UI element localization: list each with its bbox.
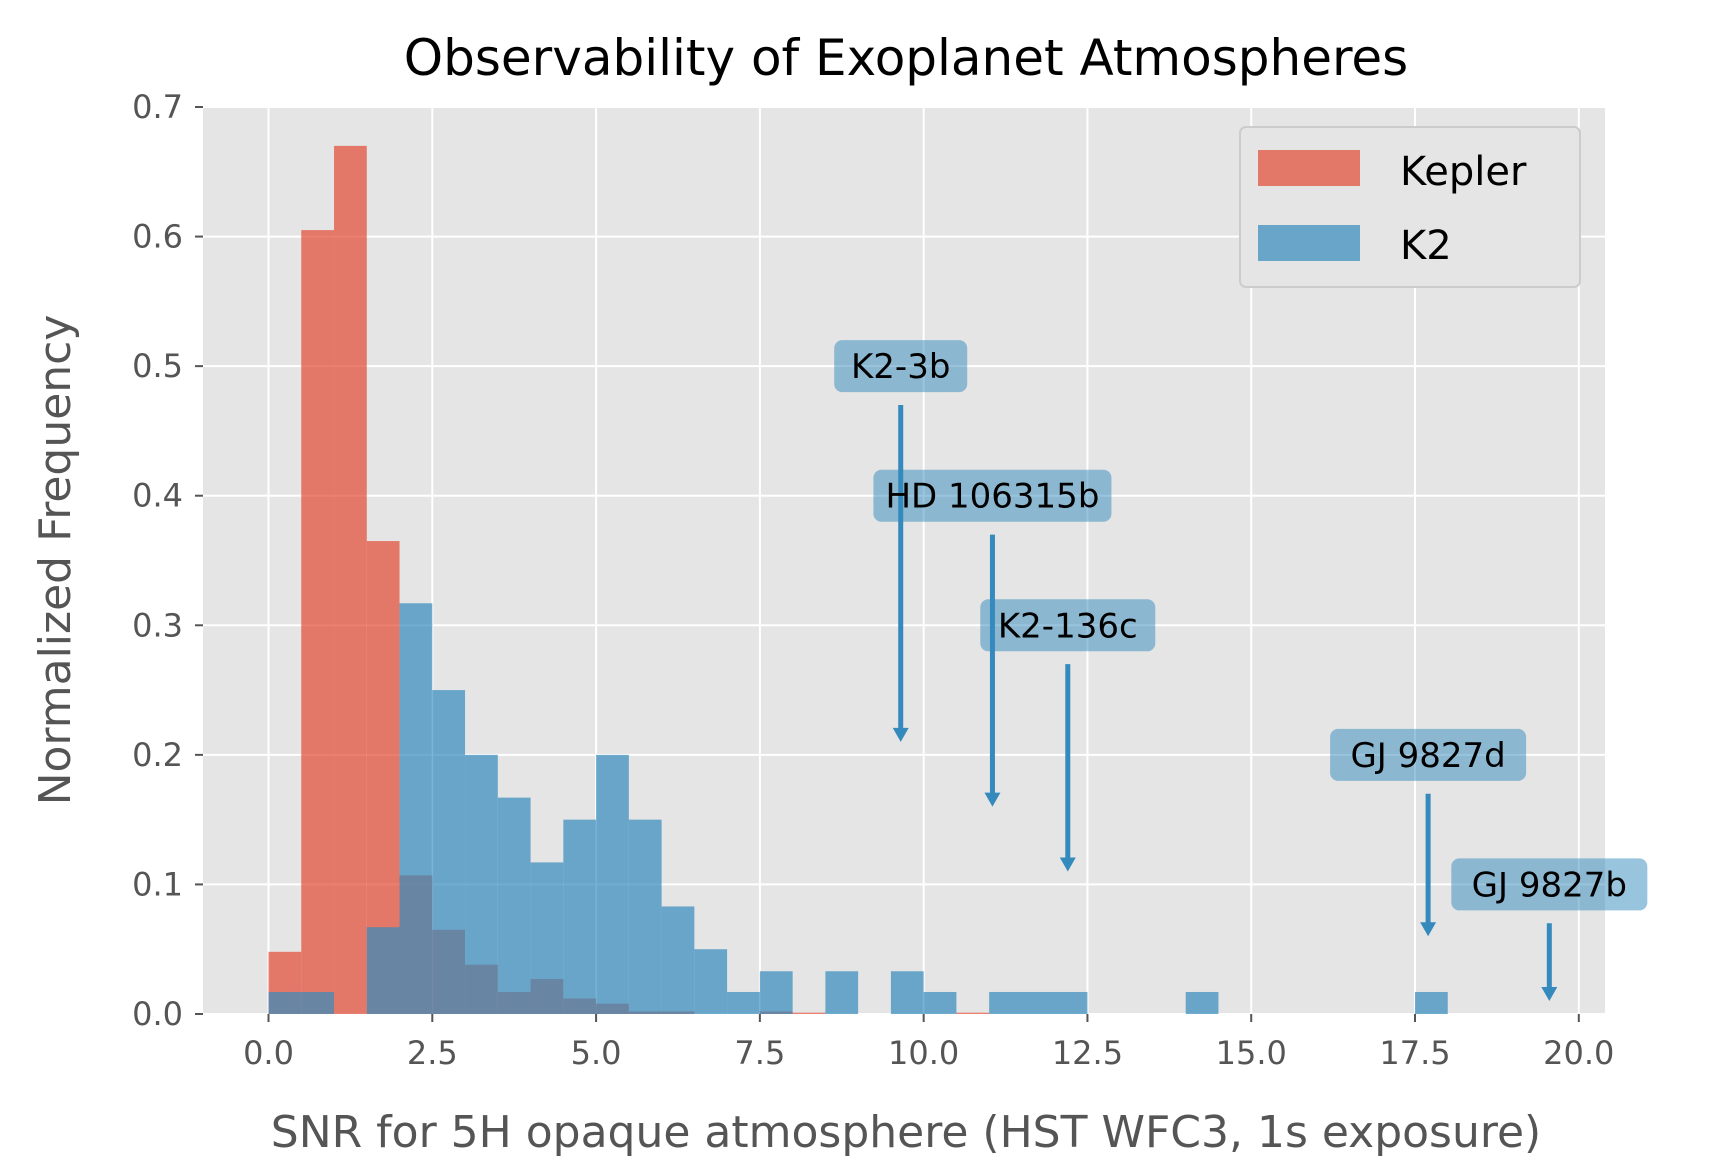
- annotation: GJ 9827b: [1451, 858, 1648, 1002]
- bar-k2: [530, 862, 564, 1014]
- y-tick-label: 0.3: [132, 606, 183, 644]
- bar-k2: [1415, 991, 1448, 1014]
- annotation-label: K2-3b: [851, 347, 950, 387]
- y-axis-ticks: 0.0 0.1 0.2 0.3 0.4 0.5 0.6 0.7: [132, 88, 203, 1033]
- bar-kepler: [334, 145, 367, 1014]
- x-tick-label: 10.0: [888, 1034, 959, 1072]
- bar-k2: [301, 991, 335, 1014]
- x-tick-label: 17.5: [1379, 1034, 1450, 1072]
- bar-kepler: [301, 230, 335, 1015]
- annotation-box: [980, 599, 1156, 652]
- annotation-label: HD 106315b: [885, 477, 1099, 517]
- bar-k2: [727, 991, 760, 1014]
- bar-k2: [399, 603, 433, 1014]
- k2-bars: [268, 603, 1448, 1014]
- annotation-label: GJ 9827d: [1350, 736, 1505, 776]
- annotation: HD 106315b: [873, 469, 1112, 807]
- arrow-head: [1541, 987, 1558, 1002]
- legend-label-k2: K2: [1400, 223, 1452, 269]
- bar-k2: [694, 949, 728, 1014]
- arrow-head: [892, 727, 909, 742]
- bar-k2: [366, 927, 400, 1014]
- annotation-box: [873, 469, 1112, 522]
- legend-label-kepler: Kepler: [1400, 149, 1527, 195]
- y-tick-label: 0.2: [132, 736, 183, 774]
- x-tick-label: 2.5: [407, 1034, 458, 1072]
- x-tick-label: 12.5: [1052, 1034, 1123, 1072]
- arrow-head: [1420, 922, 1437, 937]
- annotation: K2-136c: [980, 599, 1156, 872]
- annotation-label: K2-136c: [998, 606, 1138, 646]
- x-tick-label: 7.5: [734, 1034, 785, 1072]
- bar-k2: [661, 906, 695, 1014]
- bar-k2: [923, 991, 957, 1014]
- bar-k2: [890, 971, 924, 1014]
- annotation-box: [1330, 728, 1527, 781]
- x-tick-label: 20.0: [1543, 1034, 1614, 1072]
- bar-k2: [596, 754, 629, 1014]
- annotation: K2-3b: [834, 340, 968, 742]
- annotation-box: [834, 340, 968, 393]
- bar-kepler: [956, 1012, 990, 1014]
- annotation-label: GJ 9827b: [1472, 865, 1627, 905]
- x-tick-label: 15.0: [1216, 1034, 1287, 1072]
- bar-k2: [989, 991, 1088, 1014]
- arrow-head: [1059, 857, 1076, 872]
- bar-k2: [759, 971, 793, 1014]
- legend-swatch-k2: [1258, 225, 1360, 261]
- annotation-box: [1451, 858, 1648, 911]
- x-tick-label: 5.0: [571, 1034, 622, 1072]
- y-tick-label: 0.7: [132, 88, 183, 126]
- bar-k2: [563, 819, 597, 1014]
- arrow-head: [984, 792, 1001, 807]
- x-axis-label: SNR for 5H opaque atmosphere (HST WFC3, …: [271, 1107, 1541, 1158]
- bar-k2: [268, 991, 302, 1014]
- y-tick-label: 0.6: [132, 218, 183, 256]
- bar-k2: [497, 797, 531, 1014]
- bar-k2: [1185, 991, 1219, 1014]
- y-tick-label: 0.0: [132, 995, 183, 1033]
- y-tick-label: 0.5: [132, 347, 183, 385]
- legend-swatch-kepler: [1258, 150, 1360, 186]
- y-tick-label: 0.4: [132, 477, 183, 515]
- y-tick-label: 0.1: [132, 865, 183, 903]
- chart-title: Observability of Exoplanet Atmospheres: [404, 29, 1408, 87]
- bar-k2: [628, 819, 662, 1014]
- bar-k2: [825, 971, 859, 1014]
- legend: Kepler K2: [1239, 126, 1581, 288]
- annotation: GJ 9827d: [1330, 728, 1527, 937]
- y-axis-label: Normalized Frequency: [30, 315, 81, 806]
- x-tick-label: 0.0: [243, 1034, 294, 1072]
- bar-kepler: [792, 1012, 826, 1014]
- planet-annotations: K2-3b HD 106315b K2-136c GJ 9827d GJ 9827b: [834, 340, 1648, 1002]
- bar-k2: [432, 690, 466, 1014]
- x-axis-ticks: 0.0 2.5 5.0 7.5 10.0 12.5 15.0 17.5 20.0: [243, 1014, 1614, 1072]
- bar-k2: [465, 754, 498, 1014]
